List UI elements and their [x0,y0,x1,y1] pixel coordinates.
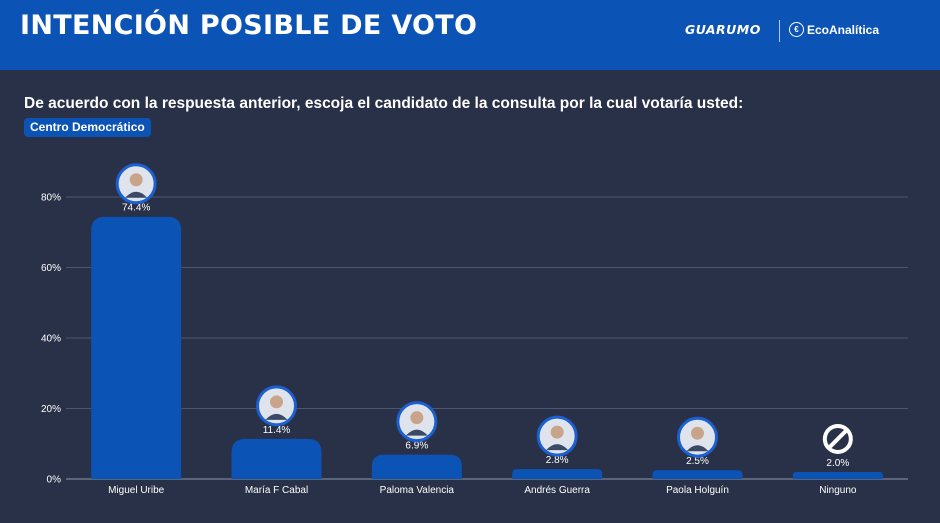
y-tick-label: 0% [47,475,62,486]
no-symbol-slash-icon [827,428,849,450]
bar [371,454,462,479]
avatar-face-icon [410,411,424,425]
avatar-body-icon [265,413,288,420]
data-label: 11.4% [263,425,291,436]
avatar-body-icon [686,445,709,452]
y-tick-label: 80% [41,193,61,204]
category-label: María F Cabal [245,485,308,496]
avatar-face-icon [270,395,283,409]
bar [652,470,743,479]
data-label: 2.5% [686,456,709,467]
logo-divider [779,20,780,42]
ecoanalitica-logo-text: EcoAnalítica [807,22,880,37]
bar [512,469,603,479]
avatar-face-icon [129,173,143,187]
y-tick-label: 60% [41,263,61,274]
avatar-body-icon [546,444,569,451]
category-label: Ninguno [819,485,857,496]
data-label: 2.8% [546,455,569,466]
ecoanalitica-mark-icon: € [789,22,804,37]
bar [231,438,322,479]
no-symbol-icon [822,423,853,454]
data-label: 6.9% [405,441,428,452]
guarumo-logo: GUARUMO [685,22,761,37]
y-tick-label: 20% [41,404,61,415]
avatar-face-icon [691,426,704,440]
avatar-body-icon [405,429,428,436]
category-label: Andrés Guerra [524,485,590,496]
party-badge: Centro Democrático [24,118,151,137]
data-label: 2.0% [826,458,849,469]
bar [792,471,883,479]
data-label: 74.4% [122,203,150,214]
page-title: INTENCIÓN POSIBLE DE VOTO [20,10,478,41]
ecoanalitica-logo: € EcoAnalítica [789,22,879,37]
bar [91,216,182,480]
header-bar: INTENCIÓN POSIBLE DE VOTO GUARUMO € EcoA… [0,0,940,70]
category-label: Paola Holguín [666,485,729,496]
avatar-body-icon [125,191,148,198]
avatar-face-icon [550,425,564,439]
y-tick-label: 40% [41,334,61,345]
question-text: De acuerdo con la respuesta anterior, es… [24,95,744,112]
category-label: Paloma Valencia [380,485,455,496]
category-label: Miguel Uribe [108,485,165,496]
